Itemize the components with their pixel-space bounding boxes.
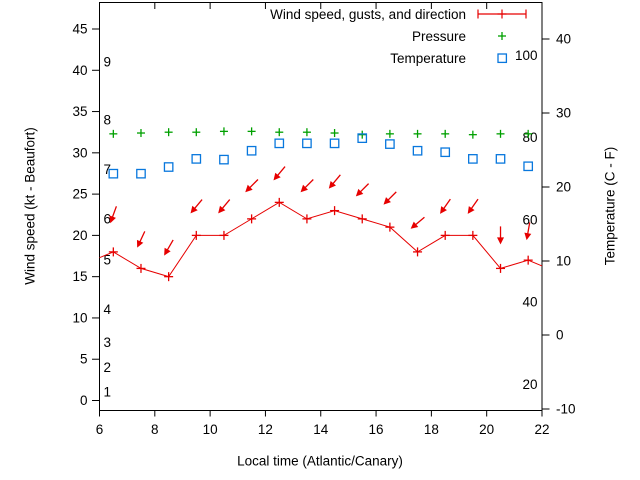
legend-row-temperature: Temperature [270, 47, 528, 69]
svg-text:35: 35 [72, 104, 87, 119]
svg-text:2: 2 [104, 360, 112, 375]
svg-text:100: 100 [515, 48, 538, 63]
y-right-ticks: -10 0 10 20 30 40 [542, 32, 576, 417]
svg-text:40: 40 [72, 63, 87, 78]
svg-text:10: 10 [556, 254, 571, 269]
wind-direction-arrows [109, 166, 532, 256]
svg-text:9: 9 [104, 55, 112, 70]
svg-text:22: 22 [534, 422, 549, 437]
wind-direction-arrow-icon [136, 231, 146, 248]
svg-text:0: 0 [80, 393, 88, 408]
wind-direction-arrow-icon [273, 166, 286, 181]
y-left-ticks: 0 5 10 15 20 25 30 35 40 45 [72, 21, 100, 408]
svg-text:8: 8 [151, 422, 159, 437]
svg-text:0: 0 [556, 328, 564, 343]
y-axis-left-title: Wind speed (kt - Beaufort) [22, 127, 38, 285]
temperature-square-sample-icon [476, 52, 528, 64]
svg-text:8: 8 [104, 112, 112, 127]
wind-direction-arrow-icon [218, 199, 231, 214]
wind-direction-arrow-icon [190, 199, 203, 214]
svg-text:45: 45 [72, 21, 87, 36]
svg-text:20: 20 [556, 180, 571, 195]
temperature-series [108, 133, 534, 179]
wind-direction-arrow-icon [164, 239, 174, 256]
svg-text:60: 60 [522, 212, 537, 227]
svg-text:6: 6 [96, 422, 104, 437]
wind-direction-arrow-icon [109, 206, 118, 224]
legend-label-pressure: Pressure [411, 28, 466, 44]
svg-text:7: 7 [104, 162, 112, 177]
legend: Wind speed, gusts, and direction Pressur… [270, 3, 528, 69]
wind-direction-arrow-icon [410, 216, 425, 229]
wind-direction-arrow-icon [245, 179, 259, 193]
wind-direction-arrow-icon [328, 174, 341, 189]
svg-text:80: 80 [522, 130, 537, 145]
x-axis-title: Local time (Atlantic/Canary) [237, 453, 403, 469]
svg-text:14: 14 [313, 422, 329, 437]
svg-text:40: 40 [522, 295, 537, 310]
svg-text:5: 5 [104, 253, 112, 268]
pressure-plus-sample-icon [476, 30, 528, 42]
wind-direction-arrow-icon [355, 183, 370, 197]
svg-text:10: 10 [72, 310, 87, 325]
svg-text:40: 40 [556, 32, 571, 47]
fahrenheit-scale-labels: 20 40 60 80 100 [515, 48, 538, 392]
svg-text:30: 30 [72, 145, 87, 160]
pressure-series [109, 127, 533, 139]
svg-text:-10: -10 [556, 402, 576, 417]
svg-text:16: 16 [369, 422, 384, 437]
svg-text:20: 20 [72, 228, 87, 243]
svg-text:1: 1 [104, 385, 112, 400]
wind-speed-series [99, 197, 543, 282]
svg-text:4: 4 [104, 302, 112, 317]
svg-text:20: 20 [522, 377, 537, 392]
wind-direction-arrow-icon [440, 198, 451, 214]
svg-text:15: 15 [72, 269, 87, 284]
y-axis-right-title: Temperature (C - F) [602, 146, 618, 266]
legend-label-temperature: Temperature [390, 50, 466, 66]
svg-text:10: 10 [203, 422, 218, 437]
wind-line-sample-icon [476, 8, 528, 20]
x-axis-ticks: 6 8 10 12 14 16 18 20 22 [96, 2, 550, 437]
svg-text:20: 20 [479, 422, 494, 437]
svg-text:30: 30 [556, 106, 571, 121]
svg-text:18: 18 [424, 422, 439, 437]
wind-direction-arrow-icon [497, 226, 505, 245]
svg-text:25: 25 [72, 187, 87, 202]
wind-direction-arrow-icon [383, 191, 397, 205]
svg-text:6: 6 [104, 211, 112, 226]
svg-text:3: 3 [104, 335, 112, 350]
legend-label-wind: Wind speed, gusts, and direction [270, 6, 466, 22]
legend-row-wind: Wind speed, gusts, and direction [270, 3, 528, 25]
wind-direction-arrow-icon [467, 198, 479, 214]
svg-text:12: 12 [258, 422, 273, 437]
beaufort-scale-labels: 1 2 3 4 5 6 7 8 9 [104, 55, 112, 400]
wind-direction-arrow-icon [524, 222, 532, 241]
svg-text:5: 5 [80, 352, 88, 367]
wind-direction-arrow-icon [300, 179, 314, 193]
legend-row-pressure: Pressure [270, 25, 528, 47]
